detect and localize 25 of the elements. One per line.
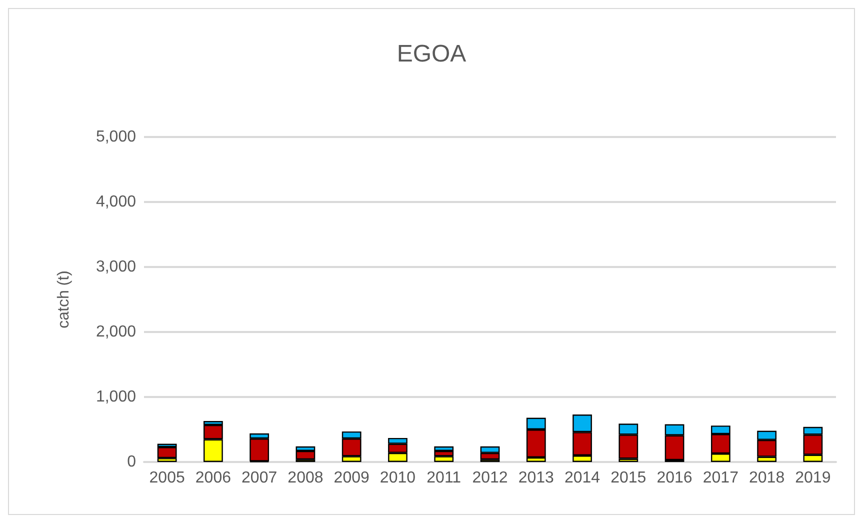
x-tick-label: 2006 bbox=[195, 470, 232, 486]
x-tick-label: 2009 bbox=[334, 470, 370, 486]
y-tick-label: 4,000 bbox=[96, 194, 136, 210]
x-tick-label: 2012 bbox=[472, 470, 508, 486]
x-tick-label: 2007 bbox=[242, 470, 278, 486]
y-axis-title: catch (t) bbox=[56, 270, 72, 328]
y-tick-label: 5,000 bbox=[96, 128, 136, 146]
x-tick-label: 2005 bbox=[149, 470, 185, 486]
x-tick-label: 2011 bbox=[426, 470, 462, 486]
y-tick-label: 1,000 bbox=[96, 388, 136, 406]
y-tick-label: 3,000 bbox=[96, 258, 136, 276]
x-tick-label: 2010 bbox=[380, 470, 416, 486]
x-tick-label: 2016 bbox=[656, 470, 692, 486]
x-tick-label: 2018 bbox=[749, 470, 785, 486]
x-tick-label: 2013 bbox=[518, 470, 554, 486]
bar bbox=[296, 450, 316, 460]
y-tick-label: 2,000 bbox=[96, 324, 136, 340]
bar bbox=[157, 447, 177, 458]
x-tick-label: 2017 bbox=[702, 470, 739, 486]
y-tick-label: 0 bbox=[127, 454, 136, 470]
x-tick-label: 2014 bbox=[564, 470, 600, 486]
x-tick-label: 2008 bbox=[288, 470, 324, 486]
x-tick-label: 2019 bbox=[795, 470, 831, 486]
chart-title: EGOA bbox=[396, 40, 466, 68]
x-tick-label: 2015 bbox=[610, 470, 646, 486]
